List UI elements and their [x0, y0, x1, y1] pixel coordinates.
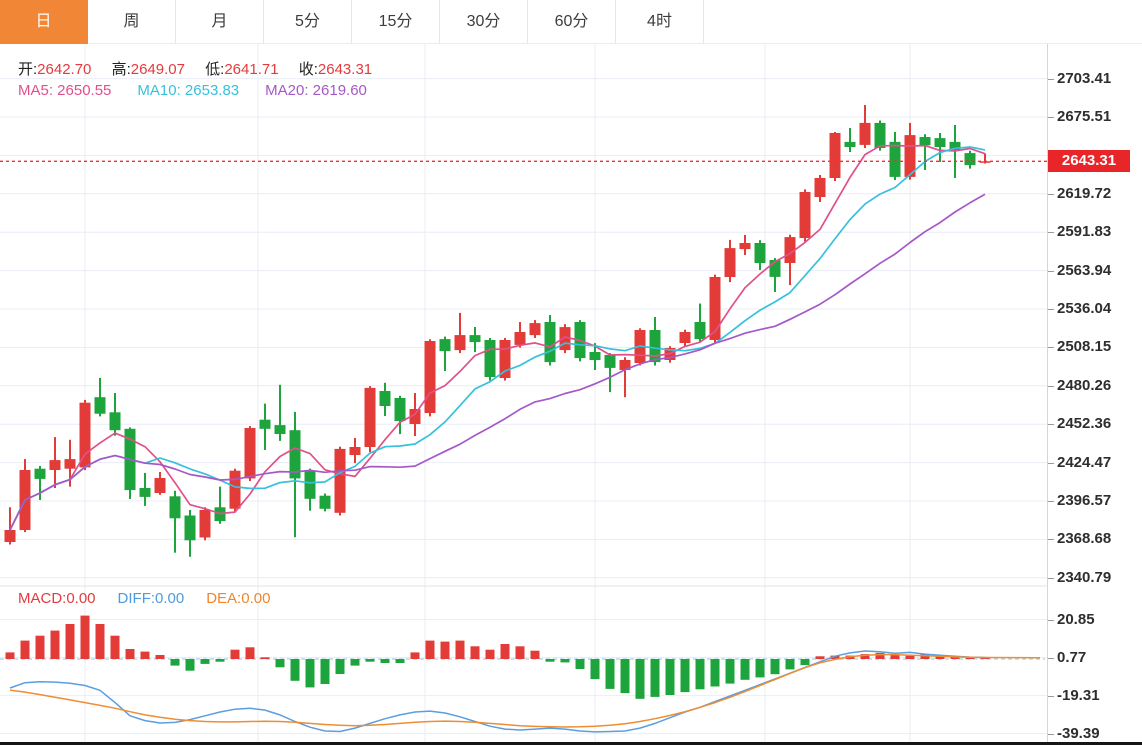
- axis-tick: [1048, 309, 1054, 310]
- axis-tick: [1048, 620, 1054, 621]
- tab-15分[interactable]: 15分: [352, 0, 440, 44]
- macd-legend-1: DIFF:0.00: [117, 590, 185, 607]
- axis-label: -39.39: [1057, 725, 1100, 742]
- macd-header: MACD:0.00 DIFF:0.00 DEA:0.00: [18, 590, 292, 607]
- bottom-border: [0, 742, 1142, 745]
- axis-label: -19.31: [1057, 687, 1100, 704]
- timeframe-tabs: 日周月 5分 15分 30分 60分 4时: [0, 0, 1142, 44]
- macd-legend-0: MACD:0.00: [18, 590, 96, 607]
- axis-tick: [1048, 117, 1054, 118]
- close-label: 收:: [298, 61, 318, 78]
- tab-5分[interactable]: 5分: [264, 0, 352, 44]
- axis-label: 0.77: [1057, 649, 1087, 666]
- axis-label: 2424.47: [1057, 454, 1112, 471]
- macd-legend-2: DEA:0.00: [206, 590, 271, 607]
- axis-tick: [1048, 347, 1054, 348]
- axis-label: 2480.26: [1057, 377, 1112, 394]
- axis-label: 2703.41: [1057, 70, 1112, 87]
- axis-tick: [1048, 79, 1054, 80]
- ma-header: MA5: 2650.55 MA10: 2653.83 MA20: 2619.60: [18, 82, 393, 99]
- axis-label: 20.85: [1057, 611, 1095, 628]
- ma-legend-1: MA10: 2653.83: [137, 82, 240, 99]
- low-label: 低:: [205, 61, 225, 78]
- axis-label: 2340.79: [1057, 569, 1112, 586]
- tab-月[interactable]: 月: [176, 0, 264, 44]
- axis-label: 2452.36: [1057, 415, 1112, 432]
- axis-tick: [1048, 658, 1054, 659]
- ma-legend-2: MA20: 2619.60: [265, 82, 367, 99]
- open-value: 2642.70: [37, 61, 92, 78]
- axis-tick: [1048, 696, 1054, 697]
- open-label: 开:: [18, 61, 38, 78]
- tab-日[interactable]: 日: [0, 0, 88, 44]
- tab-4时[interactable]: 4时: [616, 0, 704, 44]
- axis-tick: [1048, 424, 1054, 425]
- price-axis: 2703.41 2675.51 2619.72 2591.83 2563.94 2536.…: [1047, 44, 1142, 742]
- ohlc-header: 开:2642.70 高:2649.07 低:2641.71 收:2643.31: [18, 58, 388, 79]
- axis-tick: [1048, 463, 1054, 464]
- axis-label: 2368.68: [1057, 530, 1112, 547]
- axis-label: 2591.83: [1057, 223, 1112, 240]
- axis-tick: [1048, 501, 1054, 502]
- close-value: 2643.31: [317, 61, 373, 78]
- axis-label: 2563.94: [1057, 262, 1112, 279]
- axis-tick: [1048, 578, 1054, 579]
- high-value: 2649.07: [130, 61, 185, 78]
- axis-tick: [1048, 386, 1054, 387]
- current-price-tag: 2643.31: [1048, 150, 1130, 172]
- axis-label: 2675.51: [1057, 108, 1112, 125]
- axis-tick: [1048, 734, 1054, 735]
- candlestick-macd-chart[interactable]: [0, 44, 1047, 746]
- axis-label: 2396.57: [1057, 492, 1112, 509]
- high-label: 高:: [111, 61, 131, 78]
- axis-label: 2508.15: [1057, 338, 1112, 355]
- tab-周[interactable]: 周: [88, 0, 176, 44]
- axis-tick: [1048, 232, 1054, 233]
- low-value: 2641.71: [224, 61, 279, 78]
- axis-tick: [1048, 271, 1054, 272]
- axis-label: 2536.04: [1057, 300, 1112, 317]
- ma-legend-0: MA5: 2650.55: [18, 82, 112, 99]
- axis-tick: [1048, 194, 1054, 195]
- tab-30分[interactable]: 30分: [440, 0, 528, 44]
- axis-label: 2619.72: [1057, 185, 1112, 202]
- axis-tick: [1048, 539, 1054, 540]
- tab-60分[interactable]: 60分: [528, 0, 616, 44]
